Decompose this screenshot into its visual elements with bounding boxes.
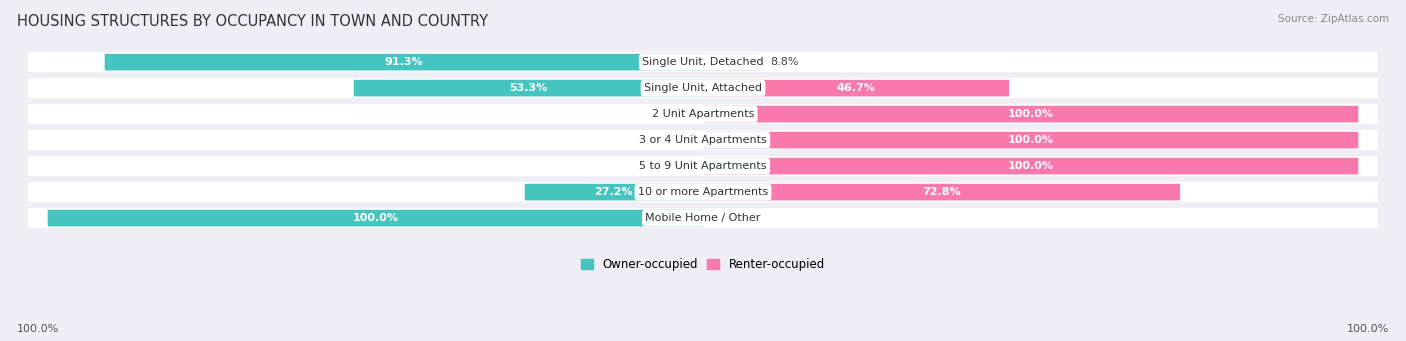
Text: 100.0%: 100.0%: [1347, 324, 1389, 334]
FancyBboxPatch shape: [48, 210, 703, 226]
FancyBboxPatch shape: [28, 130, 1378, 150]
Text: 100.0%: 100.0%: [1008, 135, 1053, 145]
Text: 2 Unit Apartments: 2 Unit Apartments: [652, 109, 754, 119]
Text: 0.0%: 0.0%: [713, 213, 741, 223]
Text: Single Unit, Attached: Single Unit, Attached: [644, 83, 762, 93]
FancyBboxPatch shape: [703, 184, 1180, 201]
Legend: Owner-occupied, Renter-occupied: Owner-occupied, Renter-occupied: [576, 254, 830, 276]
Text: 0.0%: 0.0%: [665, 109, 693, 119]
FancyBboxPatch shape: [28, 208, 1378, 228]
Text: 100.0%: 100.0%: [17, 324, 59, 334]
Text: 100.0%: 100.0%: [1008, 109, 1053, 119]
Text: 5 to 9 Unit Apartments: 5 to 9 Unit Apartments: [640, 161, 766, 171]
Text: 46.7%: 46.7%: [837, 83, 876, 93]
Text: 72.8%: 72.8%: [922, 187, 960, 197]
FancyBboxPatch shape: [28, 104, 1378, 124]
Text: HOUSING STRUCTURES BY OCCUPANCY IN TOWN AND COUNTRY: HOUSING STRUCTURES BY OCCUPANCY IN TOWN …: [17, 14, 488, 29]
Text: 0.0%: 0.0%: [665, 135, 693, 145]
FancyBboxPatch shape: [524, 184, 703, 201]
FancyBboxPatch shape: [28, 78, 1378, 98]
Text: 10 or more Apartments: 10 or more Apartments: [638, 187, 768, 197]
Text: Single Unit, Detached: Single Unit, Detached: [643, 57, 763, 67]
FancyBboxPatch shape: [28, 182, 1378, 202]
FancyBboxPatch shape: [703, 158, 1358, 175]
Text: 27.2%: 27.2%: [595, 187, 633, 197]
Text: 91.3%: 91.3%: [385, 57, 423, 67]
FancyBboxPatch shape: [28, 156, 1378, 176]
FancyBboxPatch shape: [354, 80, 703, 97]
Text: 100.0%: 100.0%: [1008, 161, 1053, 171]
FancyBboxPatch shape: [703, 132, 1358, 148]
Text: 100.0%: 100.0%: [353, 213, 398, 223]
Text: Mobile Home / Other: Mobile Home / Other: [645, 213, 761, 223]
FancyBboxPatch shape: [703, 106, 1358, 122]
Text: Source: ZipAtlas.com: Source: ZipAtlas.com: [1278, 14, 1389, 24]
Text: 3 or 4 Unit Apartments: 3 or 4 Unit Apartments: [640, 135, 766, 145]
FancyBboxPatch shape: [104, 54, 703, 71]
FancyBboxPatch shape: [703, 54, 761, 71]
Text: 8.8%: 8.8%: [770, 57, 799, 67]
Text: 53.3%: 53.3%: [509, 83, 547, 93]
Text: 0.0%: 0.0%: [665, 161, 693, 171]
FancyBboxPatch shape: [703, 80, 1010, 97]
FancyBboxPatch shape: [28, 52, 1378, 72]
